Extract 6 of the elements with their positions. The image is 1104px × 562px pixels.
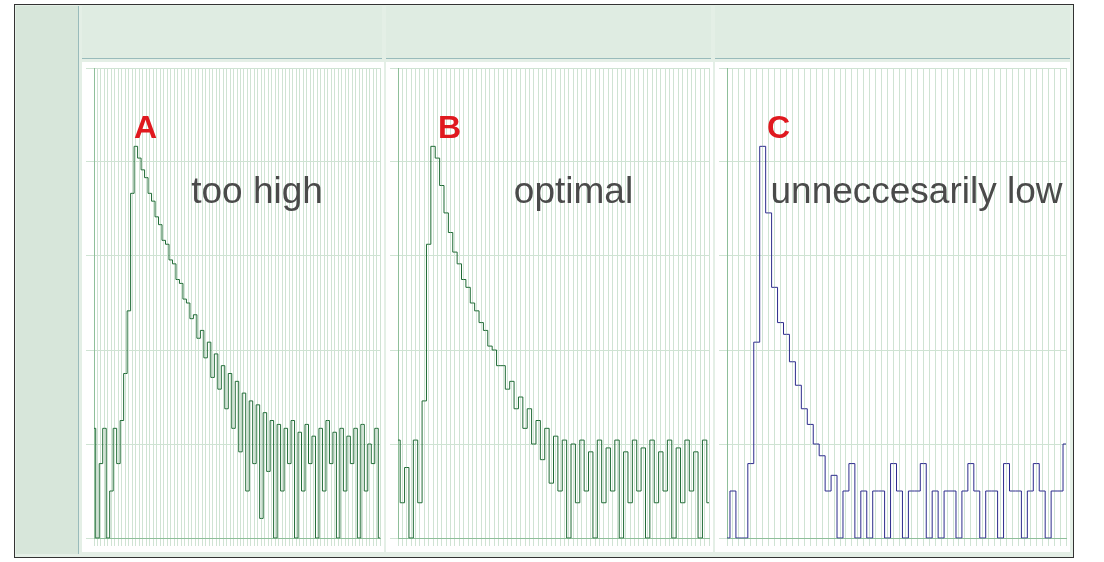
annotation: optimal: [513, 170, 634, 211]
text: A: [134, 109, 158, 145]
annotation: too high: [191, 170, 323, 211]
annotation: unneccesarily low: [770, 170, 1063, 211]
text: B: [438, 109, 462, 145]
text: C: [767, 109, 791, 145]
